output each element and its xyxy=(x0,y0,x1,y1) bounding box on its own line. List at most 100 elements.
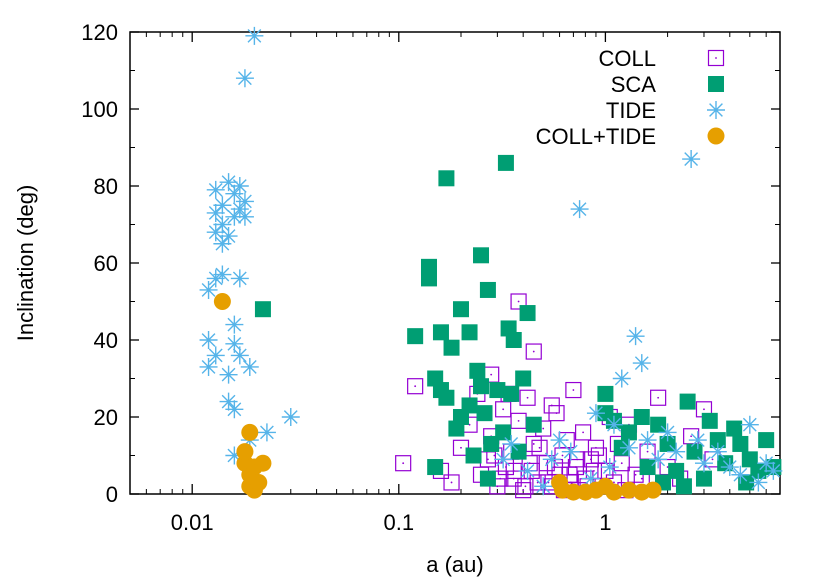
x-tick-label: 1 xyxy=(599,510,611,535)
marker-dot xyxy=(690,435,693,438)
data-point xyxy=(561,442,580,461)
marker-shape xyxy=(225,184,244,203)
marker-dot xyxy=(640,477,643,480)
data-point xyxy=(679,393,696,410)
data-point xyxy=(758,432,775,449)
data-point xyxy=(531,439,548,456)
marker-shape xyxy=(590,447,607,464)
data-point xyxy=(465,447,482,464)
marker-dot xyxy=(517,419,520,422)
marker-shape xyxy=(225,334,244,353)
marker-shape xyxy=(650,416,667,433)
y-tick-label: 0 xyxy=(106,482,118,507)
marker-shape xyxy=(525,343,542,360)
y-tick-label: 60 xyxy=(94,251,118,276)
data-point xyxy=(476,405,493,422)
marker-shape xyxy=(620,481,638,499)
data-point xyxy=(604,415,623,434)
marker-shape xyxy=(667,442,686,461)
y-tick-label: 80 xyxy=(94,174,118,199)
legend-label: COLL xyxy=(599,46,656,71)
data-point xyxy=(432,324,449,341)
marker-shape xyxy=(531,439,548,456)
data-point xyxy=(461,324,478,341)
legend-item: SCA xyxy=(611,72,724,97)
data-point xyxy=(213,196,232,215)
marker-shape xyxy=(764,461,783,480)
data-point xyxy=(407,328,424,345)
marker-shape xyxy=(495,424,512,441)
data-point xyxy=(254,454,272,472)
data-point xyxy=(505,332,522,348)
marker-shape xyxy=(517,478,534,495)
data-point xyxy=(620,424,637,441)
data-point xyxy=(740,415,759,434)
data-point xyxy=(230,177,249,195)
marker-shape xyxy=(502,434,521,453)
marker-shape xyxy=(534,477,553,496)
data-point xyxy=(590,447,607,464)
data-point xyxy=(605,483,623,501)
marker-shape xyxy=(720,458,739,477)
marker-dot xyxy=(568,473,571,476)
legend-item: COLL xyxy=(599,46,725,71)
marker-shape xyxy=(254,454,272,472)
marker-shape xyxy=(518,461,537,480)
data-point xyxy=(564,483,582,501)
marker-shape xyxy=(707,101,725,119)
data-point xyxy=(230,269,249,288)
marker-shape xyxy=(465,447,482,464)
marker-shape xyxy=(225,207,244,226)
marker-dot xyxy=(554,466,556,468)
data-point xyxy=(619,438,638,457)
marker-dot xyxy=(666,466,669,468)
data-point xyxy=(633,409,650,425)
data-point xyxy=(495,424,512,441)
marker-shape xyxy=(732,435,749,452)
marker-shape xyxy=(219,173,238,192)
data-point xyxy=(230,200,249,219)
marker-shape xyxy=(679,393,696,410)
data-point xyxy=(668,462,685,479)
marker-shape xyxy=(707,49,725,67)
marker-shape xyxy=(213,196,232,215)
data-point xyxy=(213,215,232,234)
data-point xyxy=(675,478,692,495)
marker-shape xyxy=(219,392,238,411)
marker-dot xyxy=(646,450,649,453)
data-point xyxy=(667,442,686,461)
data-point xyxy=(650,416,667,433)
data-point xyxy=(738,474,755,491)
marker-shape xyxy=(542,450,561,469)
data-point xyxy=(199,357,218,376)
legend-item: COLL+TIDE xyxy=(536,124,725,149)
marker-shape xyxy=(206,269,225,288)
marker-dot xyxy=(703,408,705,411)
marker-shape xyxy=(604,415,623,434)
marker-shape xyxy=(726,420,743,437)
legend-marker xyxy=(707,127,725,145)
marker-dot xyxy=(542,427,545,430)
data-point xyxy=(479,451,497,468)
marker-dot xyxy=(402,462,405,465)
marker-shape xyxy=(519,389,536,406)
marker-shape xyxy=(219,227,238,246)
data-point xyxy=(581,469,600,488)
legend-label: SCA xyxy=(611,72,657,97)
marker-shape xyxy=(245,26,264,45)
data-point xyxy=(542,450,561,469)
marker-dot xyxy=(620,462,623,465)
data-point xyxy=(644,481,662,499)
data-point xyxy=(225,446,244,465)
marker-shape xyxy=(443,474,460,491)
data-point xyxy=(235,192,254,211)
marker-dot xyxy=(538,446,541,449)
data-point xyxy=(649,450,668,469)
data-point xyxy=(443,339,460,356)
data-point xyxy=(525,416,542,433)
marker-shape xyxy=(731,465,750,484)
marker-shape xyxy=(632,354,651,373)
marker-dot xyxy=(490,373,493,376)
y-tick-label: 120 xyxy=(81,20,118,45)
